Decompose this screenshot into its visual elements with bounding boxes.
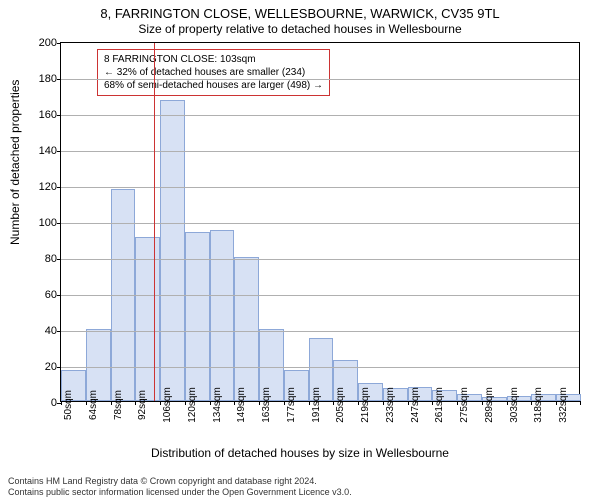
x-tick-mark [234, 401, 235, 405]
info-box-line: ← 32% of detached houses are smaller (23… [104, 66, 323, 79]
x-tick-label: 289sqm [484, 387, 495, 423]
y-tick-mark [57, 295, 61, 296]
bars-container [61, 43, 579, 401]
y-tick-label: 40 [45, 325, 57, 337]
chart-title: 8, FARRINGTON CLOSE, WELLESBOURNE, WARWI… [0, 6, 600, 21]
y-tick-mark [57, 43, 61, 44]
y-tick-mark [57, 223, 61, 224]
x-tick-label: 219sqm [360, 387, 371, 423]
y-tick-label: 100 [39, 217, 57, 229]
grid-line [61, 223, 579, 224]
x-tick-label: 106sqm [162, 387, 173, 423]
x-tick-mark [135, 401, 136, 405]
x-tick-mark [408, 401, 409, 405]
y-tick-mark [57, 367, 61, 368]
x-tick-label: 149sqm [236, 387, 247, 423]
x-tick-label: 120sqm [187, 387, 198, 423]
grid-line [61, 331, 579, 332]
x-tick-mark [383, 401, 384, 405]
y-tick-label: 60 [45, 289, 57, 301]
chart-subtitle: Size of property relative to detached ho… [0, 22, 600, 36]
x-tick-label: 163sqm [261, 387, 272, 423]
grid-line [61, 295, 579, 296]
x-tick-mark [284, 401, 285, 405]
x-tick-label: 205sqm [335, 387, 346, 423]
y-tick-mark [57, 331, 61, 332]
x-tick-label: 233sqm [385, 387, 396, 423]
x-tick-label: 191sqm [311, 387, 322, 423]
reference-line [154, 43, 155, 401]
reference-info-box: 8 FARRINGTON CLOSE: 103sqm← 32% of detac… [97, 49, 330, 96]
x-tick-mark [309, 401, 310, 405]
y-tick-label: 200 [39, 37, 57, 49]
plot-area: 8 FARRINGTON CLOSE: 103sqm← 32% of detac… [60, 42, 580, 402]
x-tick-mark [457, 401, 458, 405]
x-tick-label: 50sqm [63, 390, 74, 420]
x-tick-label: 134sqm [212, 387, 223, 423]
x-tick-mark [259, 401, 260, 405]
y-tick-label: 160 [39, 109, 57, 121]
histogram-bar [160, 100, 185, 401]
x-tick-mark [482, 401, 483, 405]
grid-line [61, 367, 579, 368]
x-tick-mark [432, 401, 433, 405]
x-tick-mark [86, 401, 87, 405]
x-tick-label: 92sqm [137, 390, 148, 420]
grid-line [61, 79, 579, 80]
grid-line [61, 187, 579, 188]
x-tick-label: 303sqm [509, 387, 520, 423]
x-tick-mark [358, 401, 359, 405]
y-tick-label: 20 [45, 361, 57, 373]
y-tick-mark [57, 187, 61, 188]
x-tick-mark [507, 401, 508, 405]
x-tick-mark [160, 401, 161, 405]
x-tick-label: 332sqm [558, 387, 569, 423]
y-axis-label: Number of detached properties [8, 80, 22, 245]
x-tick-label: 275sqm [459, 387, 470, 423]
x-tick-label: 261sqm [434, 387, 445, 423]
grid-line [61, 259, 579, 260]
x-tick-mark [556, 401, 557, 405]
x-tick-mark [580, 401, 581, 405]
histogram-bar [210, 230, 235, 401]
x-tick-mark [61, 401, 62, 405]
y-tick-label: 120 [39, 181, 57, 193]
y-tick-label: 180 [39, 73, 57, 85]
y-tick-label: 80 [45, 253, 57, 265]
grid-line [61, 151, 579, 152]
histogram-bar [234, 257, 259, 401]
histogram-chart: 8, FARRINGTON CLOSE, WELLESBOURNE, WARWI… [0, 0, 600, 500]
x-tick-label: 78sqm [113, 390, 124, 420]
footer-attribution: Contains HM Land Registry data © Crown c… [8, 476, 592, 498]
grid-line [61, 115, 579, 116]
y-tick-mark [57, 259, 61, 260]
x-tick-mark [531, 401, 532, 405]
x-tick-mark [185, 401, 186, 405]
y-tick-label: 140 [39, 145, 57, 157]
histogram-bar [185, 232, 210, 401]
x-axis-label: Distribution of detached houses by size … [0, 446, 600, 460]
x-tick-label: 247sqm [410, 387, 421, 423]
y-tick-mark [57, 115, 61, 116]
x-tick-mark [210, 401, 211, 405]
histogram-bar [135, 237, 160, 401]
x-tick-label: 177sqm [286, 387, 297, 423]
info-box-line: 68% of semi-detached houses are larger (… [104, 79, 323, 92]
x-tick-label: 64sqm [88, 390, 99, 420]
footer-line-1: Contains HM Land Registry data © Crown c… [8, 476, 592, 487]
y-tick-mark [57, 79, 61, 80]
x-tick-mark [111, 401, 112, 405]
y-tick-mark [57, 151, 61, 152]
x-tick-mark [333, 401, 334, 405]
x-tick-label: 318sqm [533, 387, 544, 423]
info-box-line: 8 FARRINGTON CLOSE: 103sqm [104, 53, 323, 66]
footer-line-2: Contains public sector information licen… [8, 487, 592, 498]
